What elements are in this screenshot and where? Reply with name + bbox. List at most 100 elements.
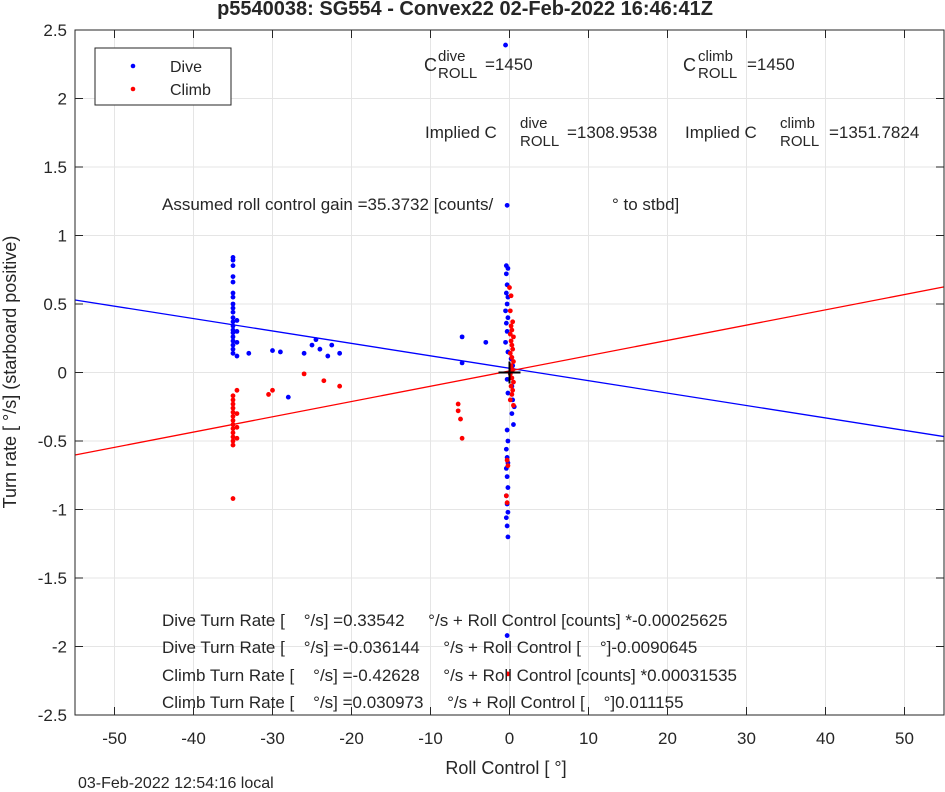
- y-tick-label: -2.5: [38, 706, 67, 725]
- chart-title: p5540038: SG554 - Convex22 02-Feb-2022 1…: [217, 0, 713, 20]
- dive-point: [503, 320, 509, 326]
- dive-point: [505, 315, 511, 321]
- x-tick-label: 10: [579, 729, 598, 748]
- climb-point: [510, 346, 516, 352]
- data-points: [230, 42, 517, 677]
- climb-point: [507, 308, 513, 314]
- climb-point: [301, 371, 307, 377]
- climb-point: [321, 378, 327, 384]
- dive-point: [509, 411, 515, 416]
- climb-point: [507, 350, 513, 356]
- dive-point: [234, 339, 240, 345]
- c-roll-dive-sup: dive: [438, 48, 466, 65]
- climb-point: [510, 319, 516, 325]
- dive-point: [503, 290, 509, 296]
- dive-point: [230, 342, 236, 348]
- c-roll-climb-value: =1450: [747, 55, 795, 74]
- x-tick-label: -40: [181, 729, 206, 748]
- equation-climb-counts: Climb Turn Rate [ °/s] =-0.42628 °/s + R…: [162, 666, 737, 685]
- dive-point: [234, 353, 240, 359]
- climb-point: [511, 334, 516, 340]
- dive-point: [278, 349, 283, 355]
- climb-point: [266, 392, 271, 397]
- x-tick-label: 40: [816, 729, 835, 748]
- climb-point: [230, 409, 236, 415]
- c-roll-dive-sub: ROLL: [438, 65, 477, 82]
- climb-point: [455, 401, 461, 407]
- dive-point: [505, 438, 511, 444]
- x-tick-label: -30: [260, 729, 285, 748]
- climb-point: [230, 405, 236, 411]
- dive-point: [317, 346, 323, 352]
- dive-point: [230, 334, 236, 340]
- dive-point: [230, 263, 236, 269]
- dive-point: [325, 353, 331, 359]
- climb-point: [503, 493, 509, 499]
- climb-point: [455, 408, 461, 414]
- y-tick-label: 2: [58, 90, 67, 109]
- y-tick-label: 1: [58, 227, 67, 246]
- x-tick-label: 20: [658, 729, 677, 748]
- climb-point: [505, 463, 511, 469]
- dive-point: [504, 301, 510, 307]
- x-axis-label: Roll Control [ °]: [445, 758, 566, 778]
- legend-dive-marker: [130, 63, 136, 69]
- dive-point: [234, 318, 240, 323]
- climb-point: [230, 393, 236, 399]
- climb-point: [230, 434, 236, 440]
- climb-point: [270, 387, 275, 393]
- climb-point: [234, 435, 240, 441]
- implied-dive-annotation: Implied C dive ROLL =1308.9538: [425, 115, 657, 150]
- x-tick-label: 30: [737, 729, 756, 748]
- climb-point: [230, 413, 236, 419]
- climb-point: [230, 442, 236, 448]
- climb-point: [508, 338, 514, 344]
- c-roll-climb-sup: climb: [698, 48, 733, 65]
- implied-dive-main: Implied C: [425, 123, 497, 142]
- dive-point: [230, 338, 236, 344]
- dive-point: [309, 342, 315, 348]
- equation-dive-degrees: Dive Turn Rate [ °/s] =-0.036144 °/s + R…: [162, 638, 697, 657]
- climb-point: [508, 293, 514, 299]
- dive-point: [503, 271, 509, 277]
- dive-point: [230, 315, 236, 321]
- dive-point: [230, 305, 236, 311]
- dive-point: [505, 265, 511, 271]
- dive-point: [285, 394, 291, 400]
- climb-point: [510, 387, 516, 393]
- climb-point: [504, 500, 510, 506]
- implied-climb-annotation: Implied C climb ROLL =1351.7824: [685, 115, 919, 150]
- implied-dive-sub: ROLL: [520, 133, 559, 150]
- climb-point: [230, 438, 236, 444]
- gain-annotation: Assumed roll control gain =35.3732 [coun…: [162, 195, 494, 214]
- climb-point: [230, 430, 236, 436]
- climb-point: [507, 397, 513, 403]
- c-roll-climb-main: C: [683, 55, 696, 75]
- dive-point: [505, 534, 511, 540]
- dive-point: [230, 323, 236, 329]
- dive-point: [504, 523, 510, 529]
- equation-dive-counts: Dive Turn Rate [ °/s] =0.33542 °/s + Rol…: [162, 611, 727, 630]
- dive-point: [459, 334, 465, 340]
- climb-point: [511, 359, 516, 364]
- c-roll-dive-value: =1450: [485, 55, 533, 74]
- dive-point: [503, 42, 508, 48]
- climb-point: [458, 416, 463, 422]
- y-tick-label: -1: [52, 501, 67, 520]
- footer-timestamp: 03-Feb-2022 12:54:16 local: [78, 775, 274, 792]
- center-marker: [498, 361, 521, 384]
- dive-point: [505, 390, 511, 396]
- dive-point: [459, 360, 465, 366]
- dive-point: [270, 348, 275, 353]
- dive-point: [503, 339, 508, 345]
- climb-point: [459, 435, 465, 441]
- climb-point: [234, 411, 240, 416]
- dive-point: [230, 294, 236, 300]
- dive-point: [503, 446, 509, 452]
- y-tick-label: -2: [52, 638, 67, 657]
- dive-point: [504, 633, 510, 638]
- x-tick-label: 50: [895, 729, 914, 748]
- dive-point: [230, 301, 236, 307]
- dive-point: [230, 350, 236, 356]
- dive-point: [230, 274, 236, 279]
